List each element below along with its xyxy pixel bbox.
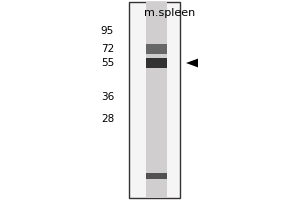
FancyBboxPatch shape <box>129 2 180 198</box>
Text: 28: 28 <box>101 114 114 124</box>
Text: 55: 55 <box>101 58 114 68</box>
Text: m.spleen: m.spleen <box>144 8 195 18</box>
Text: 72: 72 <box>101 44 114 54</box>
Text: 36: 36 <box>101 92 114 102</box>
Polygon shape <box>186 59 198 67</box>
Bar <box>146 2 167 198</box>
Bar <box>146 173 167 179</box>
Text: 95: 95 <box>101 26 114 36</box>
Bar <box>146 58 167 68</box>
Bar <box>146 45 167 53</box>
